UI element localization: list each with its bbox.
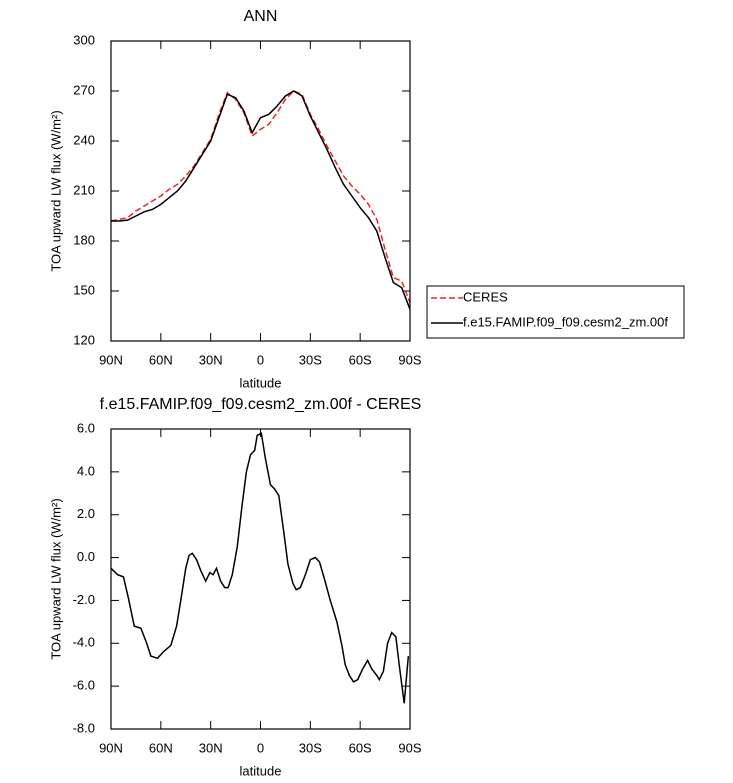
x-tick-label: 60N [149,740,173,755]
legend-label: CERES [463,289,508,304]
y-axis-label: TOA upward LW flux (W/m²) [48,110,63,271]
y-tick-label: -4.0 [73,635,95,650]
x-tick-label: 90N [99,740,123,755]
y-tick-label: 240 [73,132,95,147]
chart-title: f.e15.FAMIP.f09_f09.cesm2_zm.00f - CERES [100,396,422,413]
x-tick-label: 30S [299,740,322,755]
chart-title: ANN [244,8,278,25]
y-tick-label: 0.0 [77,549,95,564]
plot-frame [110,40,411,342]
x-tick-label: 0 [257,740,264,755]
x-tick-label: 0 [257,352,264,367]
y-tick-label: 300 [73,32,95,47]
y-tick-label: 180 [73,232,95,247]
data-line [111,90,411,310]
x-tick-label: 90S [398,352,421,367]
x-tick-label: 60N [149,352,173,367]
y-tick-label: 270 [73,82,95,97]
legend-label: f.e15.FAMIP.f09_f09.cesm2_zm.00f [463,314,668,329]
x-tick-label: 60S [349,352,372,367]
x-tick-label: 30S [299,352,322,367]
data-line [110,432,410,704]
x-axis-label: latitude [240,763,282,778]
plot-frame [110,428,411,730]
y-tick-label: 210 [73,182,95,197]
x-tick-label: 30N [199,352,223,367]
x-tick-label: 90S [398,740,421,755]
y-tick-label: 2.0 [77,506,95,521]
y-tick-label: 150 [73,282,95,297]
y-tick-label: 120 [73,332,95,347]
y-tick-label: -2.0 [73,592,95,607]
y-tick-label: 4.0 [77,463,95,478]
y-axis-label: TOA upward LW flux (W/m²) [48,498,63,659]
data-line [110,90,411,303]
x-axis-label: latitude [240,375,282,390]
x-tick-label: 30N [199,740,223,755]
x-tick-label: 60S [349,740,372,755]
x-tick-label: 90N [99,352,123,367]
y-tick-label: 6.0 [77,420,95,435]
y-tick-label: -6.0 [73,678,95,693]
legend-box [426,285,685,339]
y-tick-label: -8.0 [73,720,95,735]
